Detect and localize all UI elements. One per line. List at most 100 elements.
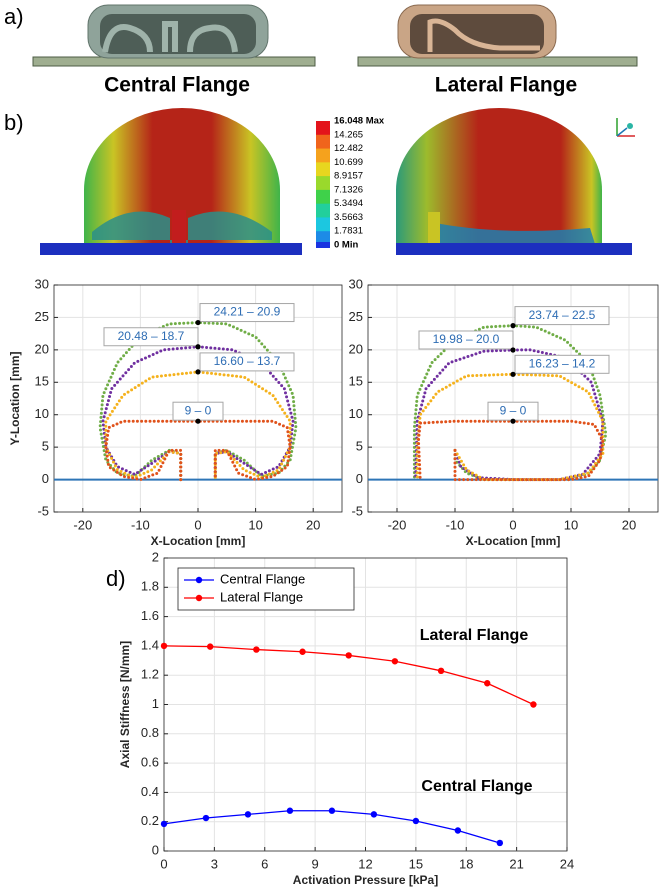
marker (530, 701, 536, 707)
marker (253, 646, 259, 652)
colorbar-label: 1.7831 (334, 226, 363, 237)
annotation: 23.74 – 22.5 (529, 308, 596, 322)
colorbar-band (316, 176, 330, 190)
panel-label: b) (4, 110, 24, 135)
y-tick-label: 5 (356, 439, 363, 454)
x-tick-label: 12 (358, 856, 372, 871)
x-tick-label: 9 (312, 856, 319, 871)
y-tick-label: 0.8 (141, 725, 159, 740)
fea-lateral (396, 108, 632, 255)
colorbar: 16.048 Max14.26512.48210.6998.91577.1326… (316, 116, 385, 251)
panel-label: a) (4, 4, 24, 29)
colorbar-band (316, 149, 330, 163)
marker (371, 811, 377, 817)
panel-label: d) (106, 566, 126, 591)
colorbar-label: 8.9157 (334, 171, 363, 182)
colorbar-band (316, 217, 330, 231)
x-tick-label: 24 (560, 856, 574, 871)
annotation-point (510, 323, 515, 328)
y-tick-label: 1 (152, 696, 159, 711)
x-tick-label: 15 (409, 856, 423, 871)
y-tick-label: 1.8 (141, 579, 159, 594)
colorbar-label: 16.048 Max (334, 116, 385, 127)
x-tick-label: -20 (73, 517, 92, 532)
x-tick-label: 6 (261, 856, 268, 871)
caption: Lateral Flange (435, 74, 577, 97)
legend-label: Central Flange (220, 571, 305, 586)
colorbar-band (316, 204, 330, 218)
fea-central (40, 108, 302, 255)
y-tick-label: 0.2 (141, 813, 159, 828)
colorbar-label: 10.699 (334, 157, 363, 168)
annotation: 24.21 – 20.9 (214, 305, 281, 319)
y-axis-label: Y-Location [mm] (8, 351, 22, 445)
y-tick-label: 2 (152, 549, 159, 564)
colorbar-label: 5.3494 (334, 198, 363, 209)
x-tick-label: 10 (248, 517, 262, 532)
annotation: 19.98 – 20.0 (433, 332, 500, 346)
colorbar-band (316, 190, 330, 204)
x-tick-label: 18 (459, 856, 473, 871)
lateral-flange-model (358, 5, 637, 66)
y-tick-label: 0.4 (141, 784, 159, 799)
marker (346, 652, 352, 658)
inset-label: Lateral Flange (420, 627, 529, 644)
x-tick-label: 10 (564, 517, 578, 532)
x-tick-label: -20 (388, 517, 407, 532)
colorbar-label: 3.5663 (334, 212, 363, 223)
annotation-point (195, 419, 200, 424)
x-axis-label: X-Location [mm] (151, 534, 246, 548)
colorbar-label: 14.265 (334, 129, 363, 140)
marker (392, 658, 398, 664)
annotation-point (195, 344, 200, 349)
annotation-point (510, 347, 515, 352)
annotation-point (510, 372, 515, 377)
marker (497, 840, 503, 846)
y-tick-label: 5 (42, 439, 49, 454)
y-tick-label: 1.4 (141, 637, 159, 652)
y-tick-label: 25 (35, 309, 49, 324)
y-tick-label: 20 (35, 341, 49, 356)
legend-label: Lateral Flange (220, 589, 303, 604)
x-tick-label: 0 (194, 517, 201, 532)
inset-label: Central Flange (421, 778, 532, 795)
marker (287, 808, 293, 814)
x-tick-label: 20 (622, 517, 636, 532)
annotation: 16.60 – 13.7 (214, 354, 281, 368)
caption: Central Flange (104, 74, 250, 97)
colorbar-band (316, 135, 330, 149)
y-tick-label: 0 (152, 842, 159, 857)
y-tick-label: 20 (349, 341, 363, 356)
annotation: 20.48 – 18.7 (118, 329, 185, 343)
x-tick-label: 0 (160, 856, 167, 871)
y-tick-label: 30 (349, 276, 363, 291)
marker (484, 680, 490, 686)
x-tick-label: -10 (446, 517, 465, 532)
y-tick-label: 10 (349, 406, 363, 421)
x-tick-label: 21 (509, 856, 523, 871)
y-tick-label: 10 (35, 406, 49, 421)
marker (161, 643, 167, 649)
central-flange-model (33, 5, 315, 66)
marker (455, 827, 461, 833)
colorbar-label: 12.482 (334, 143, 363, 154)
x-axis-label: Activation Pressure [kPa] (293, 873, 438, 887)
y-tick-label: 0.6 (141, 755, 159, 770)
y-tick-label: 1.6 (141, 608, 159, 623)
y-tick-label: 25 (349, 309, 363, 324)
y-tick-label: -5 (37, 503, 49, 518)
annotation: 9 – 0 (185, 403, 212, 417)
marker (329, 808, 335, 814)
colorbar-band (316, 162, 330, 176)
annotation-point (510, 419, 515, 424)
marker (438, 668, 444, 674)
x-axis-label: X-Location [mm] (466, 534, 561, 548)
x-tick-label: -10 (131, 517, 150, 532)
x-tick-label: 20 (306, 517, 320, 532)
x-tick-label: 3 (211, 856, 218, 871)
legend-marker (196, 595, 202, 601)
annotation: 9 – 0 (500, 403, 527, 417)
colorbar-label: 0 Min (334, 240, 358, 251)
marker (161, 821, 167, 827)
y-tick-label: 15 (35, 374, 49, 389)
